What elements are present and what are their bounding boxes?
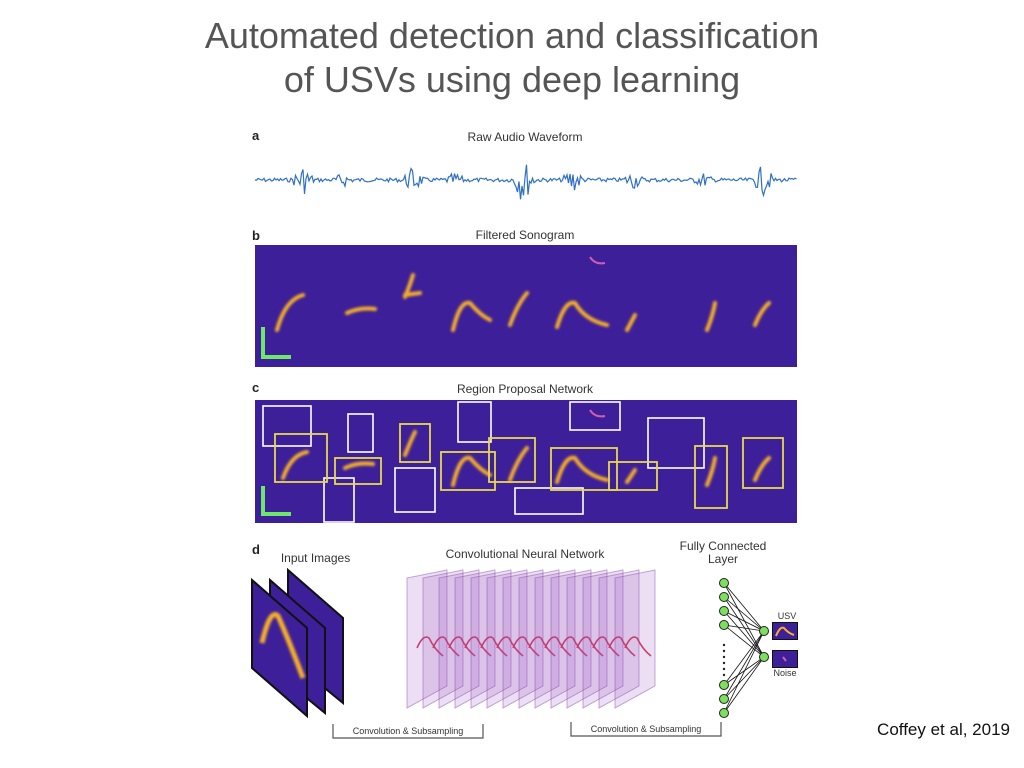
panel-a-letter: a [252,128,260,143]
fc-label: Fully Connected Layer [668,540,778,566]
slide-title: Automated detection and classification o… [0,14,1024,102]
output-noise-label: Noise [773,668,797,678]
panel-b-letter: b [252,228,260,243]
scale-bar-icon [261,327,291,359]
title-line-1: Automated detection and classification [204,15,820,56]
cnn-label: Convolutional Neural Network [445,547,605,561]
usv-thumbnail [772,622,798,640]
fc-label-line2: Layer [707,552,739,566]
output-usv-label: USV [777,611,797,621]
region-proposal-spectrogram [255,400,797,523]
noise-thumbnail [772,650,798,668]
panel-d-letter: d [252,542,260,557]
bracket-2-label: Convolution & Subsampling [590,724,702,734]
panel-b-title: Filtered Sonogram [475,228,575,242]
citation: Coffey et al, 2019 [877,720,1010,739]
cnn-layers [406,569,656,709]
bracket-1 [332,724,484,739]
title-line-2: of USVs using deep learning [283,59,741,100]
bracket-1-label: Convolution & Subsampling [352,726,464,736]
fc-label-line1: Fully Connected [679,539,767,553]
scale-bar-icon-c [261,486,291,516]
panel-c-letter: c [252,380,260,395]
input-images-label: Input Images [280,551,351,565]
input-image-stack [251,567,344,719]
fully-connected-layer [719,578,769,718]
panel-a-title: Raw Audio Waveform [467,130,583,144]
panel-c-title: Region Proposal Network [456,382,594,396]
raw-audio-waveform [254,164,797,200]
filtered-sonogram [255,245,797,367]
bracket-2 [570,722,722,737]
proposal-boxes-white [262,401,705,523]
ellipsis-dots-icon [722,643,726,677]
proposal-boxes-yellow [274,423,784,509]
